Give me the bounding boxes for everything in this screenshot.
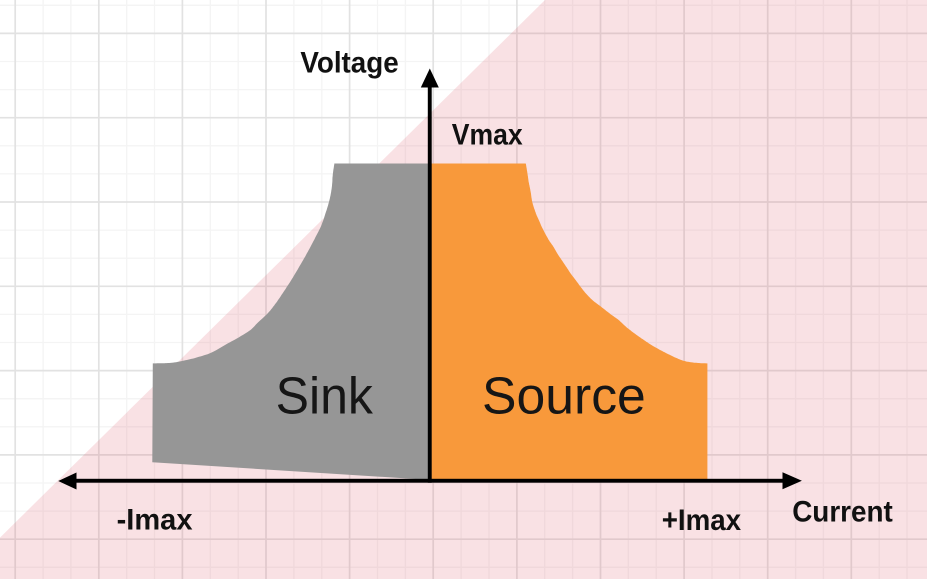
svg-text:Vmax: Vmax xyxy=(452,118,523,151)
svg-text:-Imax: -Imax xyxy=(117,504,193,537)
svg-text:Source: Source xyxy=(482,368,646,426)
svg-text:Current: Current xyxy=(792,496,893,529)
svg-text:+Imax: +Imax xyxy=(662,504,742,537)
svg-text:Voltage: Voltage xyxy=(300,46,398,79)
svg-text:Sink: Sink xyxy=(276,368,374,426)
